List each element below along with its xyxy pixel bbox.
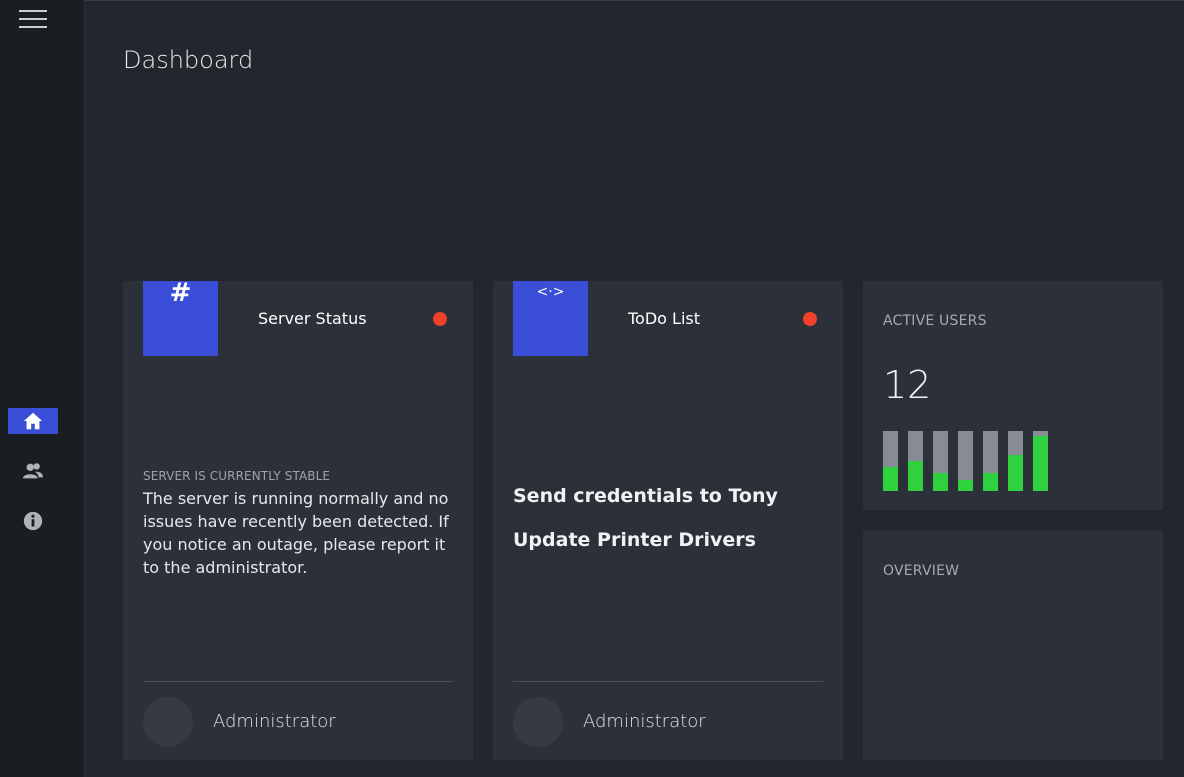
avatar <box>143 697 193 747</box>
menu-icon[interactable] <box>19 10 47 32</box>
todo-item[interactable]: Send credentials to Tony <box>513 485 778 507</box>
todo-card-icon-box: <·> <box>513 281 588 356</box>
active-users-bar <box>1008 431 1023 491</box>
home-icon <box>23 412 43 430</box>
overview-card: OVERVIEW <box>863 531 1163 760</box>
active-users-bar-fill <box>958 480 973 491</box>
server-card-title: Server Status <box>258 309 367 328</box>
active-users-title: ACTIVE USERS <box>883 313 987 329</box>
author-name: Administrator <box>583 711 706 732</box>
active-users-count: 12 <box>883 363 932 407</box>
card-divider <box>143 681 453 682</box>
sidebar-item-home[interactable] <box>8 408 58 434</box>
server-status-label: SERVER IS CURRENTLY STABLE <box>143 469 331 483</box>
active-users-bar <box>908 431 923 491</box>
active-users-card: ACTIVE USERS 12 <box>863 281 1163 510</box>
server-status-card: # Server Status SERVER IS CURRENTLY STAB… <box>123 278 473 760</box>
active-users-bar-fill <box>1008 455 1023 491</box>
card-divider <box>513 681 823 682</box>
todo-card-title: ToDo List <box>628 309 701 328</box>
hash-icon: # <box>169 278 192 308</box>
active-users-bar <box>1033 431 1048 491</box>
active-users-bar <box>958 431 973 491</box>
todo-card: <·> ToDo List Send credentials to Tony U… <box>493 281 843 760</box>
active-users-bar-fill <box>883 467 898 491</box>
active-users-bar <box>933 431 948 491</box>
code-icon: <·> <box>536 284 565 300</box>
sidebar-item-users[interactable] <box>8 458 58 484</box>
sidebar <box>0 0 85 777</box>
server-card-icon-box: # <box>143 278 218 356</box>
todo-status-indicator <box>803 312 817 326</box>
avatar <box>513 697 563 747</box>
top-border <box>85 0 1184 1</box>
sidebar-item-info[interactable] <box>8 508 58 534</box>
author-name: Administrator <box>213 711 336 732</box>
page-title: Dashboard <box>123 46 254 74</box>
active-users-bar <box>883 431 898 491</box>
todo-item[interactable]: Update Printer Drivers <box>513 529 756 551</box>
server-status-indicator <box>433 312 447 326</box>
active-users-bar-fill <box>1033 436 1048 491</box>
active-users-bar <box>983 431 998 491</box>
info-icon <box>23 511 43 531</box>
active-users-bar-fill <box>933 473 948 491</box>
active-users-bar-chart <box>883 431 1063 491</box>
server-status-text: The server is running normally and no is… <box>143 489 449 577</box>
overview-title: OVERVIEW <box>883 563 960 579</box>
active-users-bar-fill <box>983 473 998 491</box>
users-icon <box>22 463 44 479</box>
active-users-bar-fill <box>908 461 923 491</box>
